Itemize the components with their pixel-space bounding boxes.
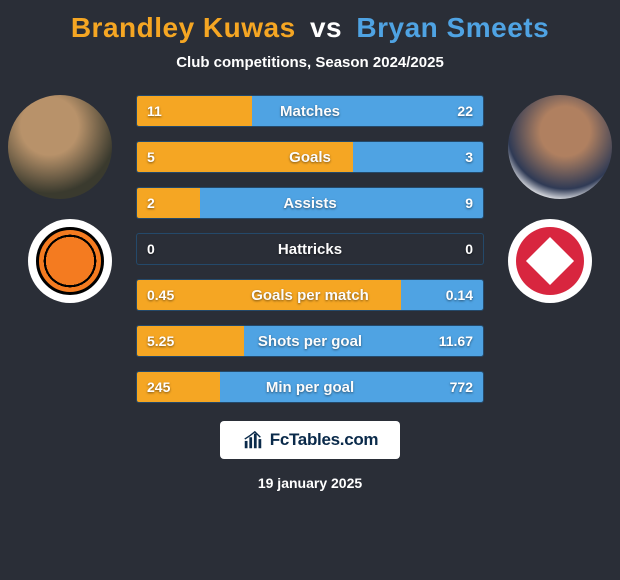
stat-row: 53Goals <box>136 141 484 173</box>
date-text: 19 january 2025 <box>0 475 620 491</box>
comparison-title: Brandley Kuwas vs Bryan Smeets <box>0 0 620 44</box>
player1-avatar <box>8 95 112 199</box>
chart-icon <box>242 429 264 451</box>
stat-row: 1122Matches <box>136 95 484 127</box>
stat-row: 245772Min per goal <box>136 371 484 403</box>
stat-label: Goals <box>137 142 483 172</box>
stat-row: 5.2511.67Shots per goal <box>136 325 484 357</box>
vs-text: vs <box>310 12 342 43</box>
fctables-logo: FcTables.com <box>220 421 400 459</box>
player2-club-badge <box>508 219 592 303</box>
footer-logo-text: FcTables.com <box>270 430 379 450</box>
stat-row: 29Assists <box>136 187 484 219</box>
stat-label: Matches <box>137 96 483 126</box>
stat-label: Min per goal <box>137 372 483 402</box>
stat-row: 00Hattricks <box>136 233 484 265</box>
stat-label: Assists <box>137 188 483 218</box>
main-content: 1122Matches 53Goals 29Assists 00Hattricks 0.… <box>0 95 620 403</box>
subtitle: Club competitions, Season 2024/2025 <box>0 54 620 71</box>
player2-name: Bryan Smeets <box>356 12 549 43</box>
player1-club-badge <box>28 219 112 303</box>
player1-name: Brandley Kuwas <box>71 12 296 43</box>
stat-label: Shots per goal <box>137 326 483 356</box>
stats-bars: 1122Matches 53Goals 29Assists 00Hattricks 0.… <box>136 95 484 403</box>
stat-label: Goals per match <box>137 280 483 310</box>
stat-row: 0.450.14Goals per match <box>136 279 484 311</box>
stat-label: Hattricks <box>137 234 483 264</box>
player2-avatar <box>508 95 612 199</box>
